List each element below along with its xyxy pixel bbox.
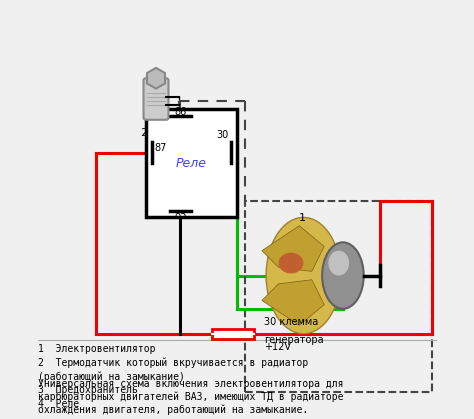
Text: карбюраторных двигателей ВАЗ, имеющих ТД в радиаторе: карбюраторных двигателей ВАЗ, имеющих ТД… (37, 392, 343, 402)
Text: генератора: генератора (264, 334, 324, 344)
Text: (работающий на замыкание): (работающий на замыкание) (37, 372, 184, 382)
Text: +12V: +12V (264, 342, 291, 352)
Text: Реле: Реле (176, 157, 207, 170)
Text: Универсальная схема включения электровентилятора для: Универсальная схема включения электровен… (37, 379, 343, 389)
Polygon shape (262, 226, 324, 272)
Ellipse shape (328, 251, 349, 276)
Bar (212, 328, 254, 339)
Bar (146, 109, 237, 217)
Text: 30: 30 (217, 130, 228, 140)
Bar (246, 201, 432, 392)
Text: 4  Реле: 4 Реле (37, 399, 79, 409)
Text: 3  Предохранитель: 3 Предохранитель (37, 385, 137, 395)
Text: 1: 1 (299, 213, 306, 223)
Text: 87: 87 (155, 143, 167, 153)
FancyBboxPatch shape (144, 78, 168, 120)
Text: 86: 86 (174, 107, 186, 117)
Text: 85: 85 (174, 210, 187, 220)
Text: 30 клемма: 30 клемма (264, 318, 318, 328)
Text: 2  Термодатчик который вкручивается в радиатор: 2 Термодатчик который вкручивается в рад… (37, 358, 308, 368)
Ellipse shape (266, 217, 341, 334)
Ellipse shape (279, 253, 303, 274)
Polygon shape (262, 280, 324, 326)
Ellipse shape (322, 242, 364, 309)
Text: охлаждения двигателя, работающий на замыкание.: охлаждения двигателя, работающий на замы… (37, 404, 308, 415)
Text: 2: 2 (140, 128, 147, 138)
Text: 1  Электровентилятор: 1 Электровентилятор (37, 344, 155, 354)
